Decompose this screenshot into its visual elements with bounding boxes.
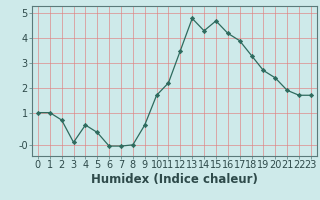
X-axis label: Humidex (Indice chaleur): Humidex (Indice chaleur)	[91, 173, 258, 186]
